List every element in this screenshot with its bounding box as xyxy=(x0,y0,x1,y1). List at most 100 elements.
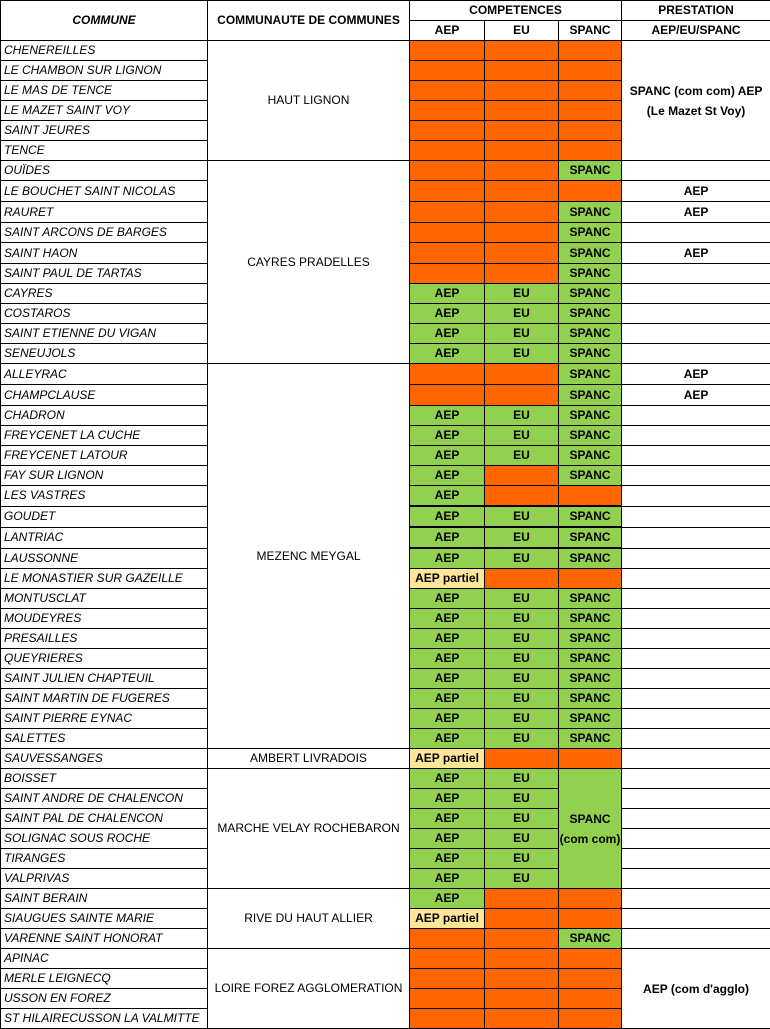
prestation-cell-merged: SPANC (com com) AEP (Le Mazet St Voy) xyxy=(622,41,770,161)
eu-cell: EU xyxy=(485,406,559,426)
aep-cell: AEP xyxy=(410,406,485,426)
eu-cell: EU xyxy=(485,284,559,304)
eu-cell: EU xyxy=(485,649,559,669)
commune-name: VARENNE SAINT HONORAT xyxy=(1,929,208,949)
spanc-cell: SPANC xyxy=(559,629,622,649)
prestation-cell xyxy=(622,284,770,304)
aep-cell: AEP partiel xyxy=(410,569,485,589)
prestation-cell xyxy=(622,789,770,809)
commune-name: USSON EN FOREZ xyxy=(1,989,208,1009)
eu-cell xyxy=(485,41,559,61)
commune-name: SAINT JULIEN CHAPTEUIL xyxy=(1,669,208,689)
aep-cell: AEP xyxy=(410,548,485,569)
aep-cell xyxy=(410,969,485,989)
eu-cell xyxy=(485,264,559,284)
spanc-cell: SPANC xyxy=(559,304,622,324)
comcom-name: RIVE DU HAUT ALLIER xyxy=(208,889,410,949)
spanc-cell: SPANC xyxy=(559,689,622,709)
commune-name: SAINT PAUL DE TARTAS xyxy=(1,264,208,284)
eu-cell: EU xyxy=(485,324,559,344)
prestation-cell xyxy=(622,769,770,789)
prestation-cell xyxy=(622,223,770,243)
commune-name: TIRANGES xyxy=(1,849,208,869)
eu-cell xyxy=(485,161,559,181)
aep-cell: AEP xyxy=(410,284,485,304)
eu-cell: EU xyxy=(485,789,559,809)
prestation-cell xyxy=(622,161,770,181)
aep-cell xyxy=(410,202,485,223)
eu-cell: EU xyxy=(485,829,559,849)
prestation-cell xyxy=(622,709,770,729)
eu-cell xyxy=(485,81,559,101)
commune-name: LE MONASTIER SUR GAZEILLE xyxy=(1,569,208,589)
aep-cell xyxy=(410,949,485,969)
spanc-cell: SPANC xyxy=(559,406,622,426)
prestation-cell xyxy=(622,506,770,527)
prestation-cell xyxy=(622,849,770,869)
aep-cell: AEP xyxy=(410,466,485,486)
eu-cell xyxy=(485,181,559,202)
eu-cell xyxy=(485,569,559,589)
commune-name: COSTAROS xyxy=(1,304,208,324)
commune-name: SOLIGNAC SOUS ROCHE xyxy=(1,829,208,849)
prestation-cell xyxy=(622,324,770,344)
aep-cell xyxy=(410,243,485,264)
commune-name: FREYCENET LATOUR xyxy=(1,446,208,466)
commune-name: MONTUSCLAT xyxy=(1,589,208,609)
eu-cell: EU xyxy=(485,589,559,609)
prestation-cell xyxy=(622,446,770,466)
spanc-cell xyxy=(559,569,622,589)
aep-cell: AEP xyxy=(410,869,485,889)
commune-name: SAINT BERAIN xyxy=(1,889,208,909)
aep-cell: AEP xyxy=(410,849,485,869)
spanc-cell xyxy=(559,81,622,101)
spanc-cell xyxy=(559,1009,622,1029)
aep-cell: AEP xyxy=(410,709,485,729)
eu-cell xyxy=(485,101,559,121)
header-competences: COMPETENCES xyxy=(410,1,622,21)
comcom-name: MARCHE VELAY ROCHEBARON xyxy=(208,769,410,889)
spanc-cell: SPANC xyxy=(559,161,622,181)
eu-cell xyxy=(485,223,559,243)
eu-cell: EU xyxy=(485,869,559,889)
eu-cell: EU xyxy=(485,809,559,829)
aep-cell: AEP xyxy=(410,527,485,548)
prestation-cell xyxy=(622,929,770,949)
spanc-cell xyxy=(559,989,622,1009)
aep-cell xyxy=(410,264,485,284)
spanc-cell: SPANC xyxy=(559,466,622,486)
eu-cell: EU xyxy=(485,609,559,629)
prestation-cell xyxy=(622,589,770,609)
commune-name: BOISSET xyxy=(1,769,208,789)
aep-cell: AEP xyxy=(410,789,485,809)
commune-name: PRESAILLES xyxy=(1,629,208,649)
commune-name: SAINT HAON xyxy=(1,243,208,264)
eu-cell xyxy=(485,243,559,264)
prestation-cell xyxy=(622,344,770,364)
comcom-name: MEZENC MEYGAL xyxy=(208,364,410,749)
eu-cell xyxy=(485,1009,559,1029)
spanc-cell xyxy=(559,889,622,909)
aep-cell: AEP xyxy=(410,609,485,629)
comcom-name: LOIRE FOREZ AGGLOMERATION xyxy=(208,949,410,1029)
eu-cell xyxy=(485,889,559,909)
prestation-cell xyxy=(622,569,770,589)
eu-cell xyxy=(485,909,559,929)
aep-cell: AEP xyxy=(410,506,485,527)
prestation-cell xyxy=(622,264,770,284)
prestation-cell xyxy=(622,749,770,769)
commune-name: CHENEREILLES xyxy=(1,41,208,61)
prestation-cell xyxy=(622,869,770,889)
commune-name: TENCE xyxy=(1,141,208,161)
commune-name: APINAC xyxy=(1,949,208,969)
eu-cell xyxy=(485,969,559,989)
commune-name: QUEYRIERES xyxy=(1,649,208,669)
aep-cell xyxy=(410,385,485,406)
eu-cell: EU xyxy=(485,689,559,709)
prestation-cell: AEP xyxy=(622,385,770,406)
